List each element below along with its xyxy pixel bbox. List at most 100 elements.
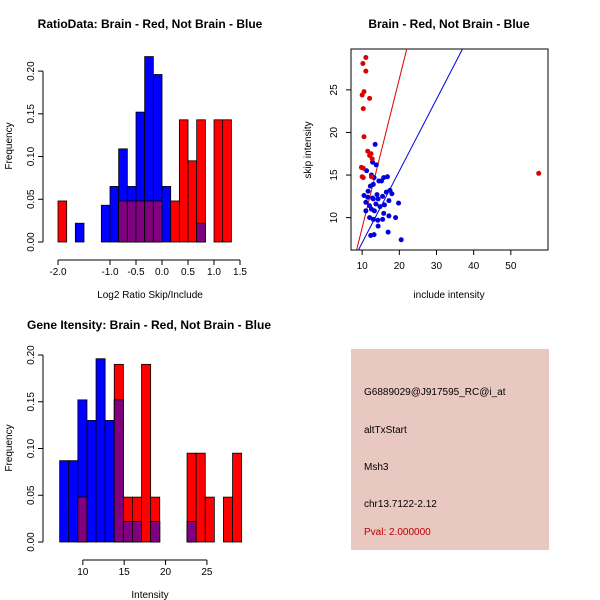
gene-y-tick-label: 0.10 — [26, 438, 37, 458]
point-brain — [360, 175, 366, 181]
point-notbrain — [374, 192, 380, 198]
probe-id-text: G6889029@J917595_RC@i_at — [364, 387, 506, 398]
gene-intensity-panel: Gene Itensity: Brain - Red, Not Brain - … — [4, 318, 271, 600]
point-notbrain — [377, 204, 383, 210]
ratio-bar-brain — [213, 119, 224, 243]
ratio-bar-notbrain — [74, 222, 85, 243]
gene-x-tick-label: 25 — [201, 567, 213, 578]
point-notbrain — [398, 237, 404, 243]
point-brain — [363, 68, 369, 74]
gene-name-text: Msh3 — [364, 462, 389, 473]
ratio-bar-brain — [187, 160, 198, 243]
point-notbrain — [373, 162, 379, 168]
gene-intensity-ylabel: Frequency — [4, 424, 15, 471]
point-brain — [360, 60, 366, 66]
point-notbrain — [383, 189, 389, 195]
ratio-histogram-ylabel: Frequency — [4, 122, 15, 169]
scatter-y-tick-label: 25 — [329, 84, 340, 96]
point-brain — [368, 151, 374, 157]
scatter-axes: 10 20 30 40 50 10 15 20 25 — [329, 84, 517, 272]
point-notbrain — [389, 191, 395, 197]
ratio-bar-brain — [222, 119, 232, 243]
ratio-histogram-bars — [57, 56, 232, 243]
point-notbrain — [381, 202, 387, 208]
ratio-bar-overlap — [118, 200, 128, 243]
ratio-y-tick-label: 0.10 — [26, 146, 37, 166]
gene-bar-brain — [232, 452, 243, 543]
point-notbrain — [375, 217, 381, 223]
scatter-x-tick-label: 20 — [394, 261, 406, 272]
point-brain — [536, 170, 542, 176]
scatter-x-tick-label: 50 — [505, 261, 517, 272]
point-notbrain — [365, 194, 371, 200]
point-notbrain — [370, 181, 376, 187]
gene-bar-brain — [223, 496, 233, 543]
scatter-ylabel: skip intensity — [303, 121, 314, 178]
gene-y-tick-label: 0.15 — [26, 392, 37, 412]
ratio-histogram-axes: -2.0 -1.0 -0.5 0.0 0.5 1.0 1.5 0.00 0.05 0.10 0.15… — [26, 61, 247, 278]
point-notbrain — [370, 216, 376, 222]
ratio-bar-overlap — [196, 222, 206, 243]
ratio-x-tick-label: 1.0 — [207, 267, 221, 278]
gene-bar-overlap — [186, 521, 197, 543]
gene-bar-notbrain — [59, 460, 70, 543]
gene-bar-notbrain — [104, 420, 115, 543]
gene-bar-overlap — [113, 399, 124, 543]
point-brain — [363, 55, 369, 61]
ratio-bar-notbrain — [100, 204, 111, 243]
fit-line-notbrain — [357, 48, 463, 251]
gene-bar-overlap — [150, 521, 161, 543]
gene-bar-notbrain — [68, 460, 79, 543]
gene-bar-notbrain — [95, 358, 106, 543]
point-notbrain — [381, 210, 387, 216]
ratio-histogram-xlabel: Log2 Ratio Skip/Include — [97, 290, 203, 301]
point-notbrain — [386, 213, 392, 219]
point-notbrain — [384, 174, 390, 180]
ratio-bar-overlap — [135, 200, 146, 243]
point-notbrain — [380, 193, 386, 199]
gene-intensity-xlabel: Intensity — [131, 590, 168, 600]
gene-bar-brain — [204, 496, 215, 543]
gene-intensity-title: Gene Itensity: Brain - Red, Not Brain - … — [27, 318, 271, 332]
point-notbrain — [378, 178, 384, 184]
intensity-scatter-panel: Brain - Red, Not Brain - Blue 10 20 30 40 50… — [303, 17, 549, 301]
ratio-bar-overlap — [152, 200, 163, 243]
ratio-x-tick-label: -2.0 — [49, 267, 67, 278]
ratio-y-tick-label: 0.20 — [26, 61, 37, 81]
gene-bar-brain — [141, 363, 152, 543]
gene-y-tick-label: 0.00 — [26, 532, 37, 552]
scatter-y-tick-label: 20 — [329, 126, 340, 138]
gene-x-tick-label: 20 — [160, 567, 172, 578]
gene-x-tick-label: 10 — [77, 567, 89, 578]
point-notbrain — [393, 215, 399, 221]
point-brain — [360, 106, 366, 112]
ratio-bar-brain — [178, 119, 189, 243]
point-notbrain — [375, 223, 381, 229]
pval-text: Pval: 2.000000 — [364, 527, 431, 538]
point-notbrain — [375, 196, 381, 202]
point-brain — [368, 174, 374, 180]
point-notbrain — [363, 208, 369, 214]
ratio-x-tick-label: 0.5 — [181, 267, 195, 278]
point-notbrain — [396, 200, 402, 206]
scatter-x-tick-label: 30 — [431, 261, 443, 272]
ratio-y-tick-label: 0.15 — [26, 104, 37, 124]
gene-x-tick-label: 15 — [119, 567, 131, 578]
ratio-bar-brain — [170, 200, 180, 243]
fit-line-brain — [356, 48, 408, 251]
point-notbrain — [373, 201, 379, 207]
scatter-xlabel: include intensity — [413, 290, 484, 301]
ratio-bar-brain — [57, 200, 68, 243]
point-notbrain — [386, 198, 392, 204]
ratio-x-tick-label: -0.5 — [127, 267, 145, 278]
gene-bar-overlap — [132, 521, 142, 543]
point-notbrain — [365, 188, 371, 194]
ratio-x-tick-label: -1.0 — [101, 267, 119, 278]
gene-bar-notbrain — [86, 420, 97, 543]
scatter-x-tick-label: 40 — [468, 261, 480, 272]
intensity-scatter-title: Brain - Red, Not Brain - Blue — [368, 17, 530, 31]
point-notbrain — [363, 199, 369, 205]
point-notbrain — [371, 232, 377, 238]
ratio-y-tick-label: 0.00 — [26, 232, 37, 252]
ratio-bar-overlap — [126, 200, 137, 243]
